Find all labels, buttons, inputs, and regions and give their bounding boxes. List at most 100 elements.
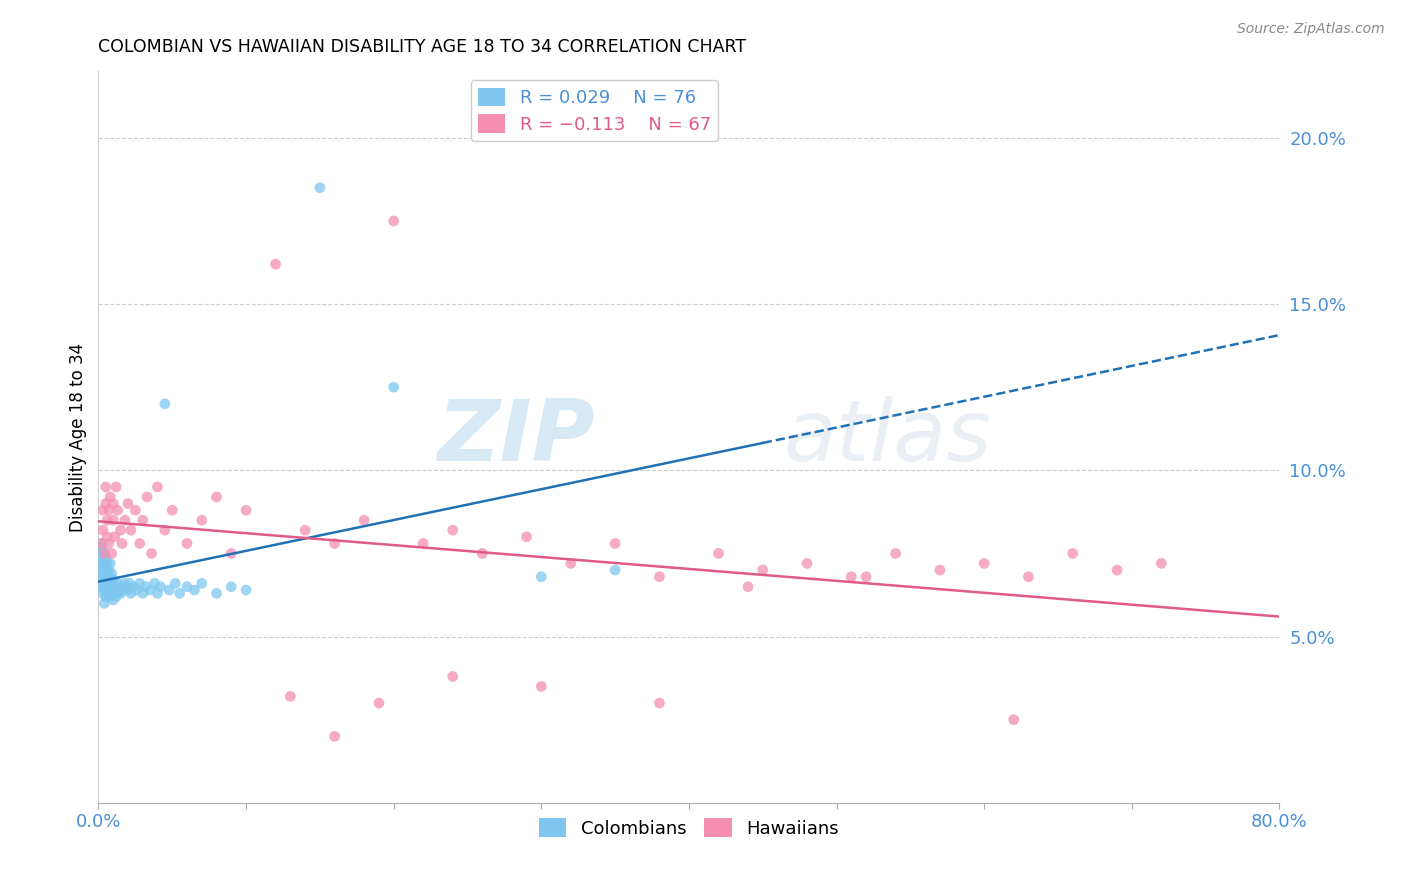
Point xyxy=(162,503,183,517)
Point xyxy=(1002,713,1025,727)
Point xyxy=(120,586,142,600)
Point xyxy=(648,570,671,584)
Point xyxy=(93,546,115,560)
Point xyxy=(105,580,128,594)
Point xyxy=(105,590,128,604)
Point xyxy=(89,557,111,571)
Point xyxy=(107,586,129,600)
Point xyxy=(108,582,131,597)
Point xyxy=(115,580,138,594)
Point xyxy=(122,580,145,594)
Point xyxy=(929,563,952,577)
Point xyxy=(94,570,117,584)
Point xyxy=(117,497,139,511)
Point xyxy=(118,576,141,591)
Point xyxy=(441,523,464,537)
Point xyxy=(1062,546,1084,560)
Point xyxy=(752,563,775,577)
Y-axis label: Disability Age 18 to 34: Disability Age 18 to 34 xyxy=(69,343,87,532)
Point xyxy=(141,546,163,560)
Point xyxy=(114,576,136,591)
Point xyxy=(120,523,142,537)
Point xyxy=(97,563,120,577)
Point xyxy=(707,546,730,560)
Point xyxy=(1018,570,1040,584)
Point xyxy=(96,513,118,527)
Point xyxy=(294,523,316,537)
Point xyxy=(104,576,127,591)
Point xyxy=(191,513,214,527)
Point xyxy=(221,546,243,560)
Point xyxy=(169,586,191,600)
Point xyxy=(110,586,132,600)
Point xyxy=(146,586,169,600)
Point xyxy=(235,582,257,597)
Point xyxy=(97,536,120,550)
Point xyxy=(94,559,117,574)
Point xyxy=(103,497,125,511)
Point xyxy=(91,576,114,591)
Point xyxy=(93,546,115,560)
Point xyxy=(103,582,125,597)
Point xyxy=(235,503,257,517)
Text: ZIP: ZIP xyxy=(437,395,595,479)
Point xyxy=(91,523,114,537)
Point xyxy=(111,580,134,594)
Point xyxy=(973,557,995,571)
Point xyxy=(353,513,375,527)
Point xyxy=(94,580,117,594)
Point xyxy=(368,696,391,710)
Point xyxy=(205,490,228,504)
Point xyxy=(110,523,132,537)
Point xyxy=(323,536,346,550)
Point xyxy=(176,536,198,550)
Point xyxy=(737,580,759,594)
Point xyxy=(98,580,121,594)
Point xyxy=(93,557,115,571)
Point xyxy=(103,513,125,527)
Point xyxy=(97,573,120,587)
Point xyxy=(183,582,205,597)
Point xyxy=(111,536,134,550)
Point xyxy=(114,513,136,527)
Point xyxy=(97,503,120,517)
Point xyxy=(382,380,405,394)
Point xyxy=(100,566,122,581)
Point xyxy=(107,576,129,591)
Point xyxy=(100,546,122,560)
Point xyxy=(94,480,117,494)
Point xyxy=(97,582,120,597)
Point xyxy=(855,570,877,584)
Point xyxy=(103,573,125,587)
Point xyxy=(153,523,176,537)
Point xyxy=(605,563,627,577)
Point xyxy=(98,590,121,604)
Point xyxy=(221,580,243,594)
Point xyxy=(94,590,117,604)
Point xyxy=(98,570,121,584)
Point xyxy=(205,586,228,600)
Point xyxy=(605,536,627,550)
Point xyxy=(124,503,146,517)
Point xyxy=(176,580,198,594)
Point xyxy=(93,570,115,584)
Point xyxy=(89,580,111,594)
Point xyxy=(90,563,112,577)
Point xyxy=(530,570,553,584)
Point xyxy=(560,557,582,571)
Point xyxy=(104,586,127,600)
Point xyxy=(90,570,112,584)
Point xyxy=(323,729,346,743)
Point xyxy=(382,214,405,228)
Point xyxy=(90,536,112,550)
Point xyxy=(796,557,818,571)
Point xyxy=(139,582,162,597)
Point xyxy=(100,586,122,600)
Point xyxy=(1107,563,1129,577)
Text: atlas: atlas xyxy=(783,395,991,479)
Point xyxy=(91,553,114,567)
Text: Source: ZipAtlas.com: Source: ZipAtlas.com xyxy=(1237,22,1385,37)
Point xyxy=(100,576,122,591)
Point xyxy=(136,490,159,504)
Point xyxy=(96,530,118,544)
